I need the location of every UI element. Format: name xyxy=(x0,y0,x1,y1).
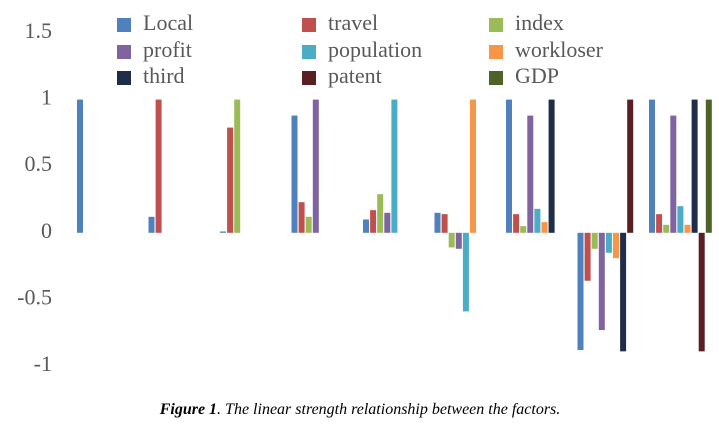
bar xyxy=(548,99,555,233)
legend-label: travel xyxy=(328,10,378,35)
legend-swatch xyxy=(302,45,316,59)
bar xyxy=(298,202,305,233)
legend-label: third xyxy=(143,63,185,88)
bar xyxy=(598,232,605,331)
bar xyxy=(663,224,670,233)
y-tick-label: 0 xyxy=(41,218,52,243)
bar xyxy=(448,232,455,248)
bar xyxy=(534,208,541,233)
bar xyxy=(577,232,584,351)
bar xyxy=(77,99,83,233)
legend-swatch xyxy=(117,45,131,59)
y-tick-label: -0.5 xyxy=(17,284,52,309)
bar xyxy=(684,224,691,233)
bar xyxy=(620,232,627,352)
bar xyxy=(627,99,634,233)
bar xyxy=(391,99,398,233)
bar xyxy=(377,194,384,233)
bar xyxy=(305,216,312,233)
y-tick-label: -1 xyxy=(34,351,52,376)
bar xyxy=(370,210,377,233)
legend-swatch xyxy=(489,18,503,32)
legend-label: Local xyxy=(143,10,193,35)
bar xyxy=(455,232,462,249)
legend-swatch xyxy=(489,45,503,59)
bar xyxy=(656,214,663,233)
bar xyxy=(605,232,612,253)
bar xyxy=(649,99,655,233)
bar xyxy=(691,99,698,233)
legend-label: patent xyxy=(328,63,382,88)
bar xyxy=(698,232,705,352)
legend-swatch xyxy=(489,71,503,85)
y-tick-label: 1 xyxy=(41,85,52,110)
bar xyxy=(541,222,548,233)
bar xyxy=(506,99,512,233)
legend-swatch xyxy=(302,71,316,85)
bar xyxy=(470,99,476,233)
bar xyxy=(148,216,155,233)
legend-label: profit xyxy=(143,37,192,62)
bar xyxy=(527,115,534,233)
legend-swatch xyxy=(117,18,131,32)
bar xyxy=(384,212,391,233)
bar xyxy=(613,232,619,259)
bar xyxy=(220,231,226,233)
legend-label: workloser xyxy=(515,37,604,62)
bar xyxy=(441,214,448,233)
caption-label: Figure 1 xyxy=(159,401,217,418)
bar xyxy=(705,99,712,233)
bar xyxy=(677,206,684,233)
bar xyxy=(670,115,677,233)
bar xyxy=(291,115,298,233)
bar xyxy=(513,214,520,233)
bar xyxy=(312,99,319,233)
bar xyxy=(584,232,591,281)
caption-text: . The linear strength relationship betwe… xyxy=(217,401,560,418)
bar xyxy=(520,226,527,233)
y-tick-label: 1.5 xyxy=(25,18,53,43)
bar xyxy=(591,232,598,249)
bar xyxy=(462,232,469,312)
bar xyxy=(227,127,234,233)
bar xyxy=(155,99,162,233)
bar xyxy=(234,99,241,233)
y-tick-label: 0.5 xyxy=(25,151,53,176)
legend-label: GDP xyxy=(515,63,559,88)
legend-label: index xyxy=(515,10,564,35)
legend-label: population xyxy=(328,37,422,62)
legend-swatch xyxy=(117,71,131,85)
bar xyxy=(363,219,369,233)
legend-swatch xyxy=(302,18,316,32)
caption: Figure 1. The linear strength relationsh… xyxy=(159,401,561,418)
bar xyxy=(434,212,441,233)
